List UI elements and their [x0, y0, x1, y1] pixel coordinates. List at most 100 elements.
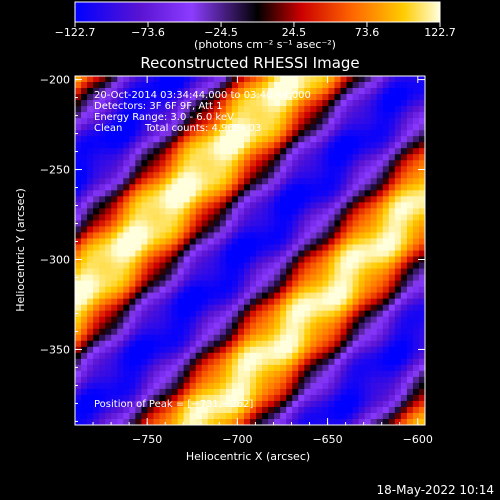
heatmap-cell — [286, 244, 293, 252]
heatmap-cell — [135, 358, 142, 366]
heatmap-cell — [105, 316, 112, 324]
heatmap-cell — [87, 76, 94, 83]
heatmap-cell — [322, 154, 330, 161]
heatmap-cell — [165, 136, 173, 143]
heatmap-cell — [340, 322, 348, 330]
heatmap-cell — [141, 412, 149, 420]
heatmap-cell — [322, 388, 330, 396]
heatmap-cell — [358, 370, 366, 378]
heatmap-cell — [388, 136, 396, 143]
heatmap-cell — [87, 190, 94, 197]
heatmap-cell — [268, 382, 275, 390]
heatmap-cell — [135, 316, 142, 324]
heatmap-cell — [358, 286, 366, 294]
heatmap-cell — [81, 310, 88, 318]
heatmap-cell — [105, 394, 112, 402]
heatmap-cell — [382, 214, 390, 222]
heatmap-cell — [388, 130, 396, 137]
heatmap-cell — [412, 88, 420, 95]
heatmap-cell — [105, 376, 112, 384]
heatmap-cell — [256, 118, 263, 125]
heatmap-cell — [274, 94, 281, 101]
heatmap-cell — [135, 124, 142, 131]
heatmap-cell — [328, 142, 336, 149]
heatmap-cell — [400, 190, 408, 197]
heatmap-cell — [286, 304, 293, 312]
heatmap-cell — [298, 136, 305, 143]
heatmap-cell — [274, 172, 281, 179]
heatmap-cell — [304, 394, 311, 402]
heatmap-cell — [250, 418, 257, 425]
heatmap-cell — [286, 418, 293, 425]
heatmap-cell — [388, 202, 396, 209]
heatmap-cell — [99, 292, 106, 300]
heatmap-cell — [171, 388, 179, 396]
heatmap-cell — [256, 328, 263, 336]
heatmap-cell — [177, 262, 185, 270]
heatmap-cell — [117, 136, 124, 143]
heatmap-cell — [189, 214, 197, 222]
heatmap-cell — [201, 142, 209, 149]
heatmap-cell — [165, 370, 173, 378]
heatmap-cell — [274, 304, 281, 312]
heatmap-cell — [328, 106, 336, 113]
heatmap-cell — [237, 304, 245, 312]
heatmap-cell — [105, 190, 112, 197]
heatmap-cell — [135, 238, 142, 246]
heatmap-cell — [310, 334, 317, 342]
heatmap-cell — [412, 400, 420, 408]
heatmap-cell — [195, 292, 203, 300]
heatmap-cell — [394, 268, 402, 276]
heatmap-cell — [135, 112, 142, 119]
heatmap-cell — [153, 238, 161, 246]
heatmap-cell — [81, 220, 88, 228]
heatmap-cell — [298, 256, 305, 264]
heatmap-cell — [87, 418, 94, 425]
heatmap-cell — [111, 316, 118, 324]
heatmap-cell — [268, 232, 275, 240]
heatmap-cell — [93, 184, 100, 191]
annotation-detectors: Detectors: 3F 6F 9F, Att 1 — [94, 101, 222, 112]
heatmap-cell — [406, 82, 414, 89]
heatmap-cell — [81, 202, 88, 209]
heatmap-cell — [364, 154, 372, 161]
heatmap-cell — [93, 214, 100, 222]
heatmap-cell — [231, 412, 239, 420]
heatmap-cell — [286, 94, 293, 101]
heatmap-cell — [394, 76, 402, 83]
heatmap-cell — [286, 400, 293, 408]
heatmap-cell — [195, 190, 203, 197]
heatmap-cell — [382, 172, 390, 179]
heatmap-cell — [280, 388, 287, 396]
heatmap-cell — [231, 370, 239, 378]
plot-frame — [74, 75, 426, 426]
heatmap-cell — [231, 388, 239, 396]
heatmap-cell — [340, 238, 348, 246]
heatmap-cell — [262, 190, 269, 197]
heatmap-cell — [286, 178, 293, 185]
heatmap-cell — [346, 262, 354, 270]
heatmap-cell — [243, 322, 251, 330]
heatmap-cell — [93, 202, 100, 209]
heatmap-cell — [280, 166, 287, 173]
heatmap-cell — [274, 250, 281, 258]
heatmap-cell — [274, 370, 281, 378]
heatmap-cell — [225, 358, 233, 366]
heatmap-cell — [171, 376, 179, 384]
heatmap-cell — [117, 100, 124, 107]
heatmap-cell — [129, 148, 136, 155]
heatmap-cell — [376, 352, 384, 360]
x-tick-label: −700 — [222, 433, 252, 446]
heatmap-cell — [394, 418, 402, 425]
heatmap-cell — [388, 388, 396, 396]
heatmap-cell — [298, 388, 305, 396]
heatmap-cell — [376, 196, 384, 203]
heatmap-cell — [99, 160, 106, 167]
heatmap-cell — [195, 346, 203, 354]
heatmap-cell — [250, 268, 257, 276]
heatmap-cell — [183, 214, 191, 222]
heatmap-cell — [340, 220, 348, 228]
heatmap-cell — [165, 406, 173, 414]
heatmap-cell — [219, 310, 227, 318]
heatmap-cell — [129, 178, 136, 185]
